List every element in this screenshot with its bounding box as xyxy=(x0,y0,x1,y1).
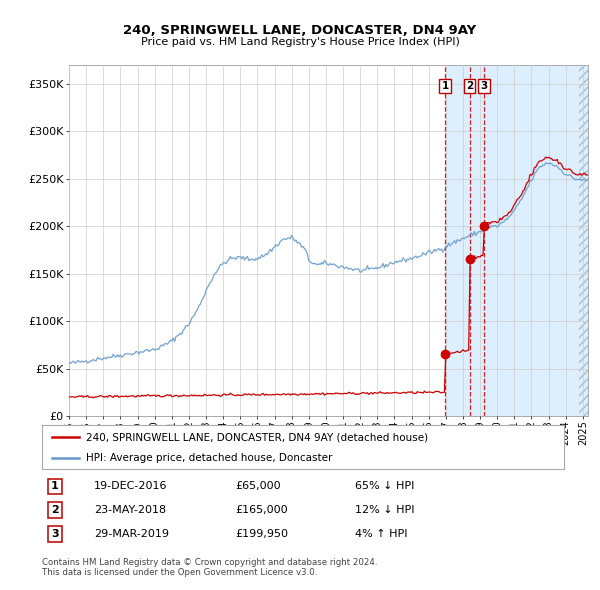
Text: HPI: Average price, detached house, Doncaster: HPI: Average price, detached house, Donc… xyxy=(86,453,333,463)
Bar xyxy=(446,65,588,416)
Text: 3: 3 xyxy=(481,81,488,91)
Text: 4% ↑ HPI: 4% ↑ HPI xyxy=(355,529,408,539)
Text: £199,950: £199,950 xyxy=(235,529,288,539)
Text: Price paid vs. HM Land Registry's House Price Index (HPI): Price paid vs. HM Land Registry's House … xyxy=(140,37,460,47)
Text: 240, SPRINGWELL LANE, DONCASTER, DN4 9AY (detached house): 240, SPRINGWELL LANE, DONCASTER, DN4 9AY… xyxy=(86,432,428,442)
Bar xyxy=(578,65,588,416)
Text: This data is licensed under the Open Government Licence v3.0.: This data is licensed under the Open Gov… xyxy=(42,568,317,576)
Text: 3: 3 xyxy=(51,529,59,539)
Text: 1: 1 xyxy=(51,481,59,491)
Text: £65,000: £65,000 xyxy=(235,481,281,491)
Text: 23-MAY-2018: 23-MAY-2018 xyxy=(94,505,166,515)
Text: 2: 2 xyxy=(51,505,59,515)
Text: 29-MAR-2019: 29-MAR-2019 xyxy=(94,529,169,539)
Text: 240, SPRINGWELL LANE, DONCASTER, DN4 9AY: 240, SPRINGWELL LANE, DONCASTER, DN4 9AY xyxy=(124,24,476,37)
Text: 12% ↓ HPI: 12% ↓ HPI xyxy=(355,505,415,515)
Text: Contains HM Land Registry data © Crown copyright and database right 2024.: Contains HM Land Registry data © Crown c… xyxy=(42,558,377,566)
Text: 19-DEC-2016: 19-DEC-2016 xyxy=(94,481,168,491)
Bar xyxy=(578,65,588,416)
Text: 1: 1 xyxy=(442,81,449,91)
Text: £165,000: £165,000 xyxy=(235,505,288,515)
Text: 2: 2 xyxy=(466,81,473,91)
Text: 65% ↓ HPI: 65% ↓ HPI xyxy=(355,481,415,491)
